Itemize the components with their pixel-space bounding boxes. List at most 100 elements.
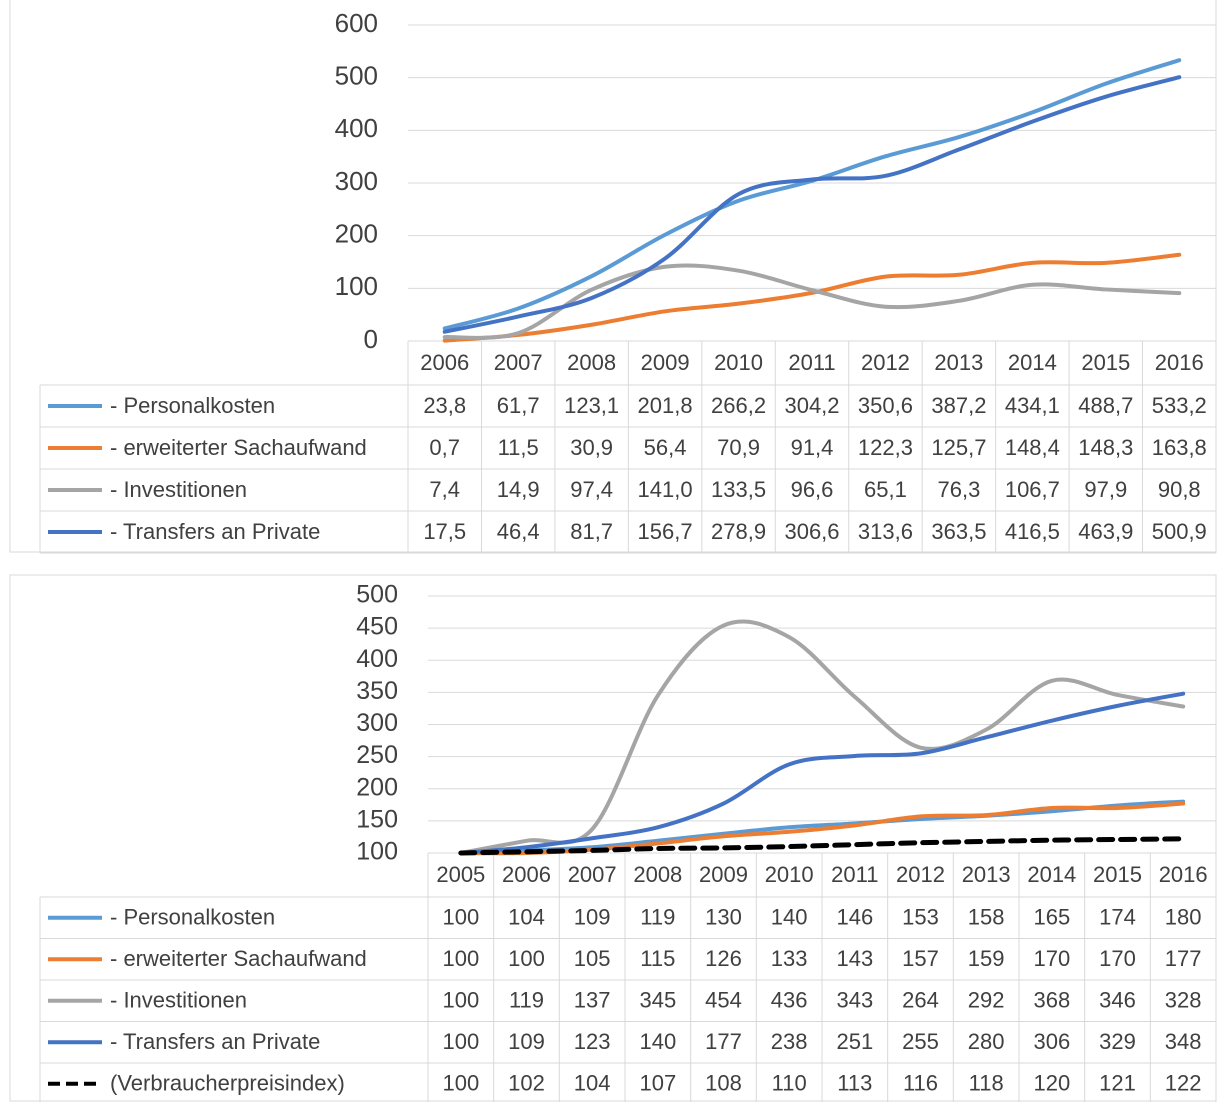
- table-cell: 118: [969, 1071, 1004, 1096]
- table-cell: 130: [705, 905, 742, 930]
- legend-label: - Personalkosten: [110, 905, 275, 930]
- table-cell: 46,4: [497, 519, 540, 544]
- chart-frame: [9, 0, 1217, 553]
- y-tick-label: 300: [335, 166, 378, 196]
- table-cell: 159: [968, 946, 1005, 971]
- table-cell: 100: [442, 946, 479, 971]
- table-cell: 201,8: [638, 393, 693, 418]
- table-cell: 170: [1033, 946, 1070, 971]
- table-cell: 348: [1165, 1029, 1202, 1054]
- table-cell: 158: [968, 905, 1005, 930]
- legend-label: - Transfers an Private: [110, 519, 320, 544]
- series-line: [458, 619, 1186, 855]
- table-cell: 119: [509, 988, 544, 1013]
- table-cell: 65,1: [864, 477, 907, 502]
- x-tick-label: 2016: [1155, 350, 1204, 375]
- y-tick-label: 500: [335, 61, 378, 91]
- table-cell: 123,1: [564, 393, 619, 418]
- table-cell: 157: [902, 946, 939, 971]
- table-cell: 14,9: [497, 477, 540, 502]
- x-tick-label: 2014: [1008, 350, 1057, 375]
- x-tick-label: 2006: [420, 350, 469, 375]
- y-tick-label: 250: [356, 741, 398, 769]
- y-tick-label: 100: [356, 838, 398, 866]
- table-cell: 61,7: [497, 393, 540, 418]
- table-cell: 97,4: [570, 477, 613, 502]
- table-cell: 11,5: [498, 435, 539, 460]
- x-tick-label: 2011: [788, 350, 835, 375]
- table-cell: 143: [836, 946, 873, 971]
- table-cell: 280: [968, 1029, 1005, 1054]
- table-cell: 292: [968, 988, 1005, 1013]
- table-cell: 126: [705, 946, 742, 971]
- table-cell: 107: [639, 1071, 676, 1096]
- table-cell: 350,6: [858, 393, 913, 418]
- table-cell: 30,9: [570, 435, 613, 460]
- table-cell: 346: [1099, 988, 1136, 1013]
- table-cell: 153: [902, 905, 939, 930]
- table-cell: 100: [442, 905, 479, 930]
- chart-frame: [9, 574, 1217, 1102]
- legend-label: - erweiterter Sachaufwand: [110, 435, 367, 460]
- x-tick-label: 2016: [1159, 862, 1208, 887]
- series-line: [442, 75, 1182, 334]
- table-cell: 306,6: [784, 519, 839, 544]
- table-cell: 165: [1033, 905, 1070, 930]
- table-cell: 110: [772, 1071, 807, 1096]
- table-cell: 90,8: [1158, 477, 1201, 502]
- table-cell: 177: [705, 1029, 742, 1054]
- table-cell: 264: [902, 988, 939, 1013]
- x-tick-label: 2012: [896, 862, 945, 887]
- table-cell: 343: [836, 988, 873, 1013]
- table-cell: 56,4: [644, 435, 687, 460]
- table-cell: 100: [442, 1029, 479, 1054]
- table-cell: 416,5: [1005, 519, 1060, 544]
- table-cell: 122: [1165, 1071, 1202, 1096]
- table-cell: 17,5: [423, 519, 466, 544]
- table-cell: 363,5: [931, 519, 986, 544]
- table-cell: 119: [640, 905, 675, 930]
- table-cell: 105: [574, 946, 611, 971]
- y-tick-label: 350: [356, 677, 398, 705]
- y-tick-label: 500: [356, 581, 398, 609]
- table-cell: 454: [705, 988, 742, 1013]
- table-cell: 100: [442, 1071, 479, 1096]
- x-tick-label: 2011: [831, 862, 878, 887]
- x-tick-label: 2009: [641, 350, 690, 375]
- table-cell: 255: [902, 1029, 939, 1054]
- table-cell: 533,2: [1152, 393, 1207, 418]
- legend-label: - Investitionen: [110, 477, 247, 502]
- table-cell: 123: [574, 1029, 611, 1054]
- y-tick-label: 400: [335, 113, 378, 143]
- x-tick-label: 2012: [861, 350, 910, 375]
- legend-label: - Personalkosten: [110, 393, 275, 418]
- legend-label: - Investitionen: [110, 988, 247, 1013]
- table-cell: 106,7: [1005, 477, 1060, 502]
- table-cell: 463,9: [1078, 519, 1133, 544]
- y-tick-label: 100: [335, 271, 378, 301]
- table-cell: 125,7: [931, 435, 986, 460]
- x-tick-label: 2007: [568, 862, 617, 887]
- table-cell: 304,2: [784, 393, 839, 418]
- x-tick-label: 2009: [699, 862, 748, 887]
- table-cell: 313,6: [858, 519, 913, 544]
- table-cell: 109: [574, 905, 611, 930]
- y-tick-label: 150: [356, 805, 398, 833]
- table-cell: 104: [508, 905, 545, 930]
- table-cell: 122,3: [858, 435, 913, 460]
- table-cell: 251: [836, 1029, 873, 1054]
- table-cell: 100: [442, 988, 479, 1013]
- table-cell: 109: [508, 1029, 545, 1054]
- table-cell: 163,8: [1152, 435, 1207, 460]
- x-tick-label: 2010: [714, 350, 763, 375]
- table-cell: 148,4: [1005, 435, 1060, 460]
- y-tick-label: 200: [335, 219, 378, 249]
- table-cell: 108: [705, 1071, 742, 1096]
- table-cell: 329: [1099, 1029, 1136, 1054]
- table-cell: 116: [903, 1071, 938, 1096]
- legend-label: - Transfers an Private: [110, 1029, 320, 1054]
- legend-label: - erweiterter Sachaufwand: [110, 946, 367, 971]
- table-cell: 0,7: [429, 435, 460, 460]
- table-cell: 23,8: [423, 393, 466, 418]
- x-tick-label: 2013: [934, 350, 983, 375]
